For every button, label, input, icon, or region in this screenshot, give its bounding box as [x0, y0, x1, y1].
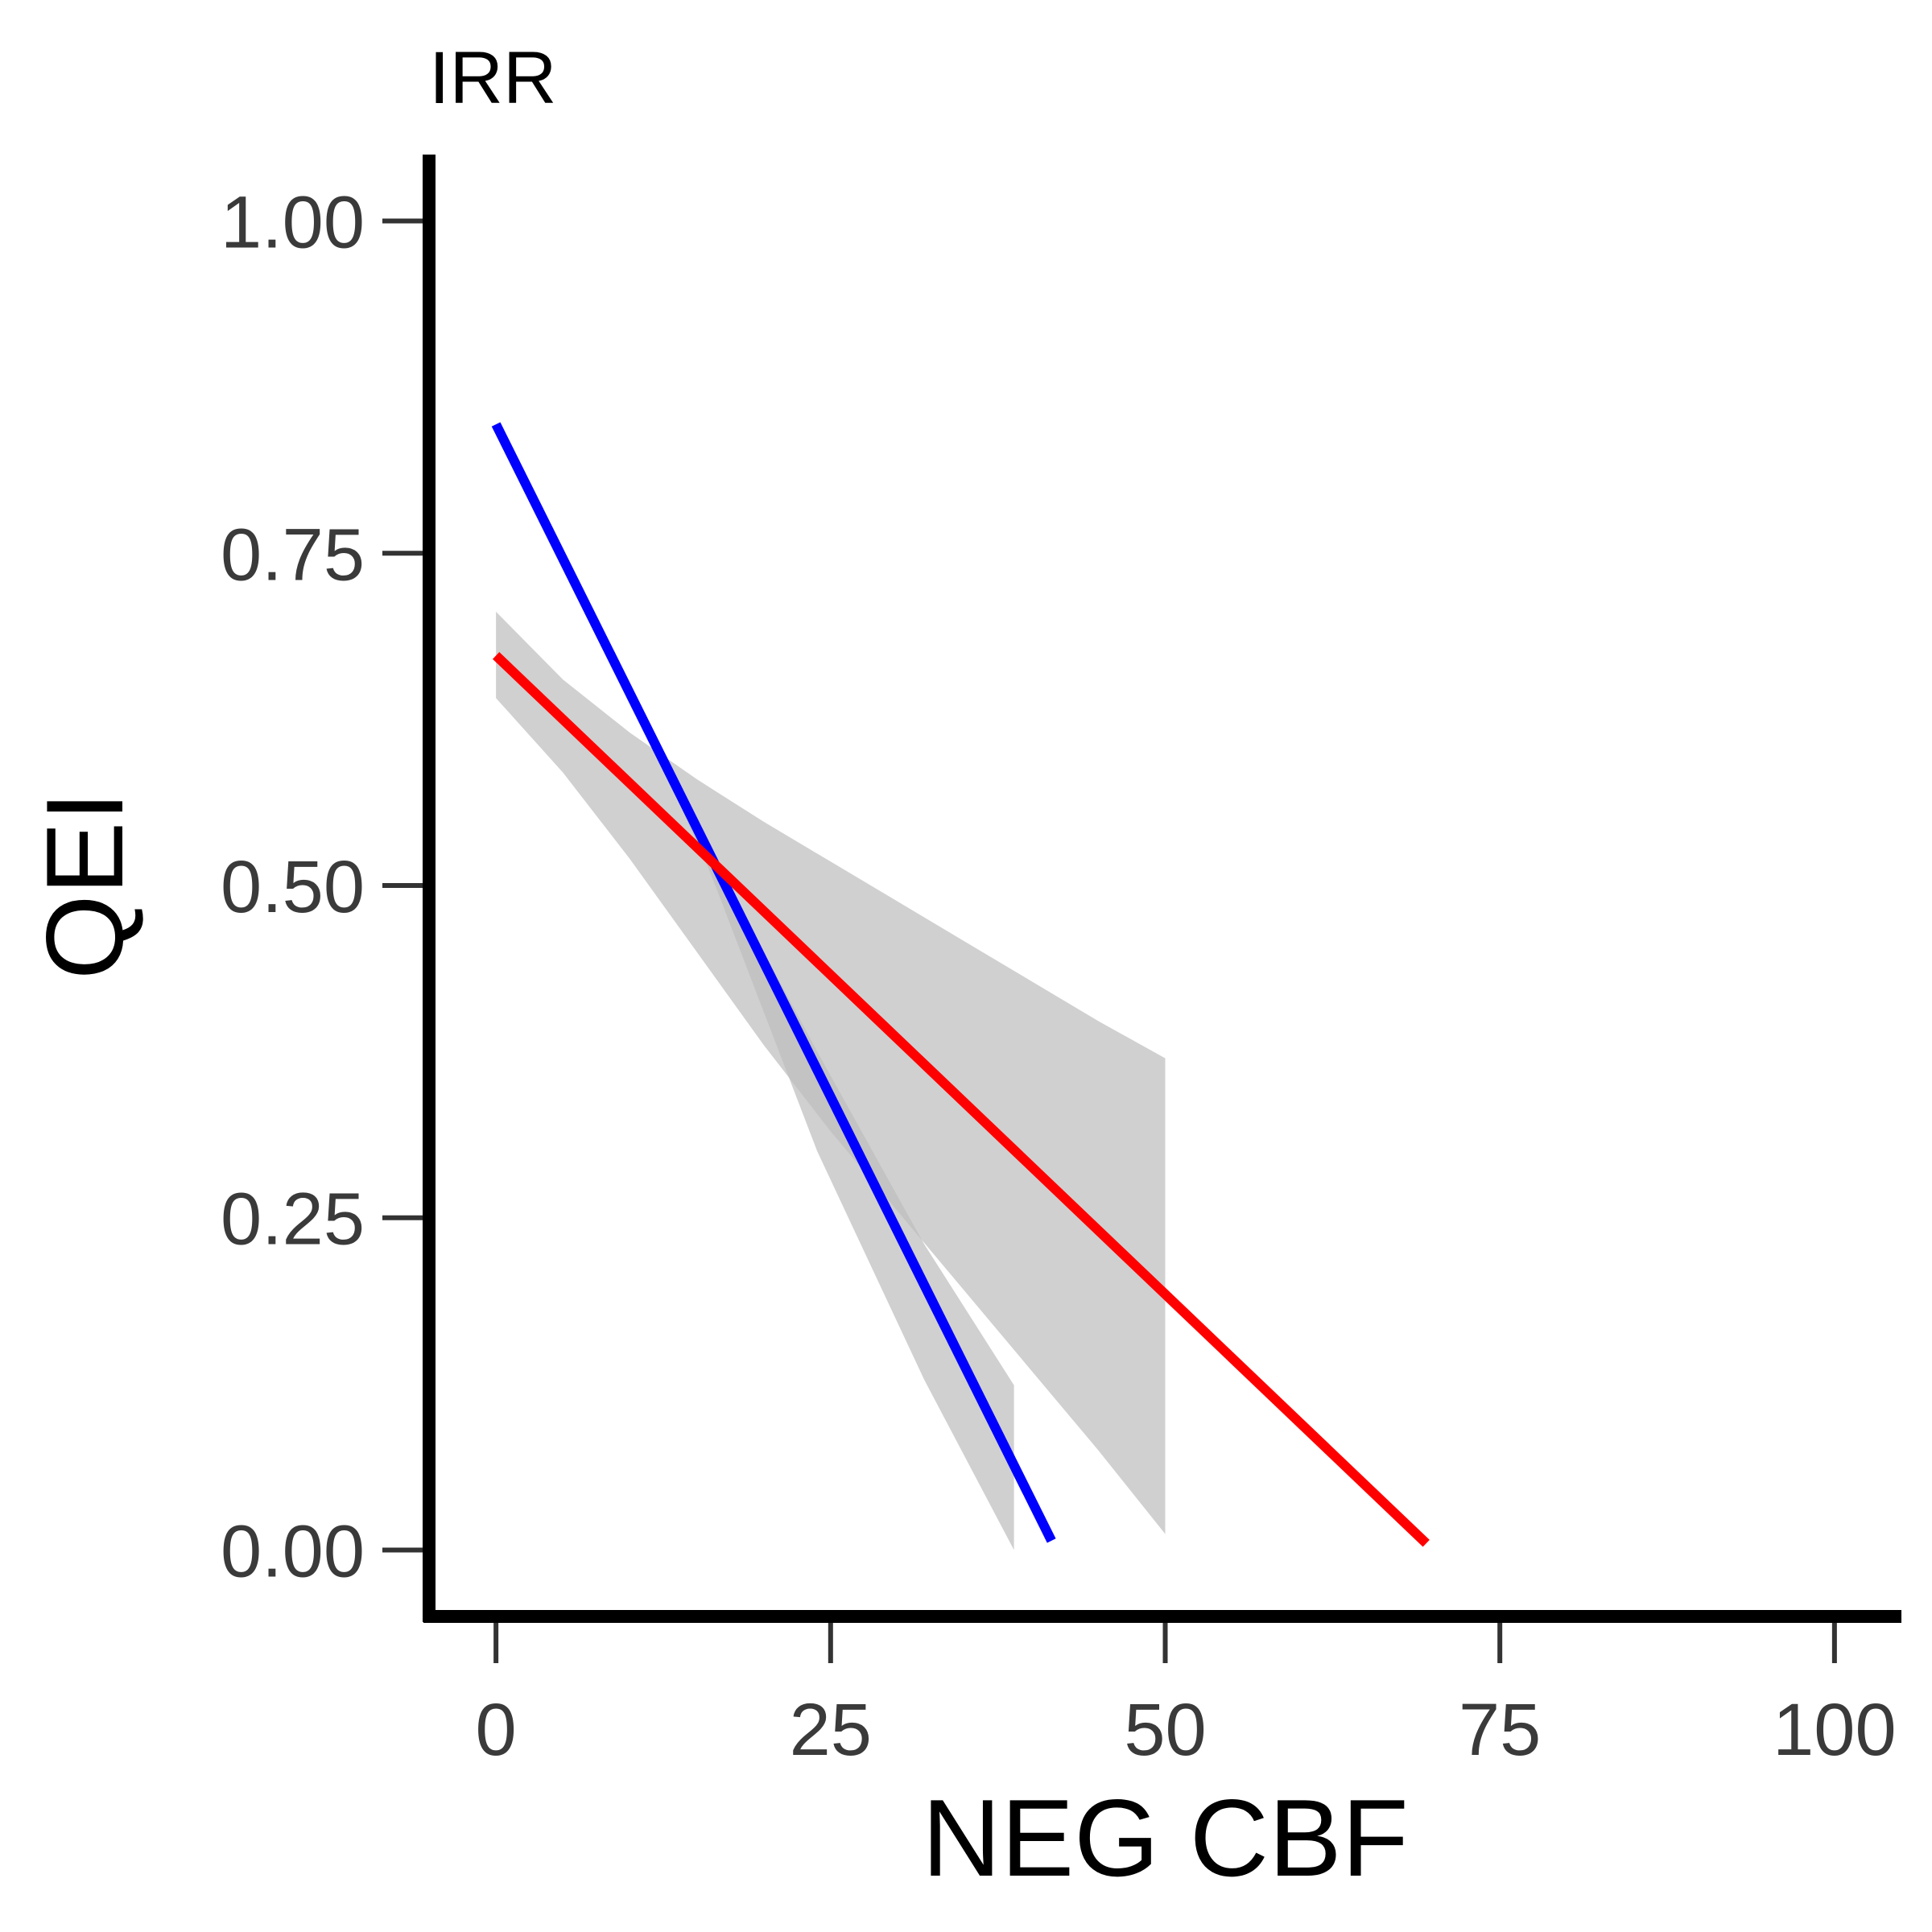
regression-line-1	[491, 422, 1056, 1543]
x-tick-label: 25	[790, 1689, 872, 1771]
y-tick-label: 0.00	[221, 1510, 365, 1592]
y-axis-title: QEI	[23, 791, 146, 980]
confidence-band-2	[496, 611, 1166, 1534]
x-axis-title: NEG CBF	[922, 1777, 1409, 1899]
regression-line-2	[492, 652, 1430, 1547]
y-tick-label: 0.75	[221, 514, 365, 596]
x-tick-label: 50	[1124, 1689, 1206, 1771]
confidence-bands	[496, 425, 1166, 1550]
x-tick-label: 0	[476, 1689, 517, 1771]
x-tick-label: 75	[1459, 1689, 1541, 1771]
y-tick-label: 0.50	[221, 846, 365, 928]
chart-title: IRR	[429, 37, 556, 119]
x-tick-label: 100	[1773, 1689, 1897, 1771]
y-tick-label: 1.00	[221, 182, 365, 264]
axes: 0.00 0.25 0.50 0.75 1.00 0 25 50 75 100	[221, 155, 1901, 1771]
y-tick-label: 0.25	[221, 1179, 365, 1261]
regression-lines	[491, 422, 1430, 1547]
